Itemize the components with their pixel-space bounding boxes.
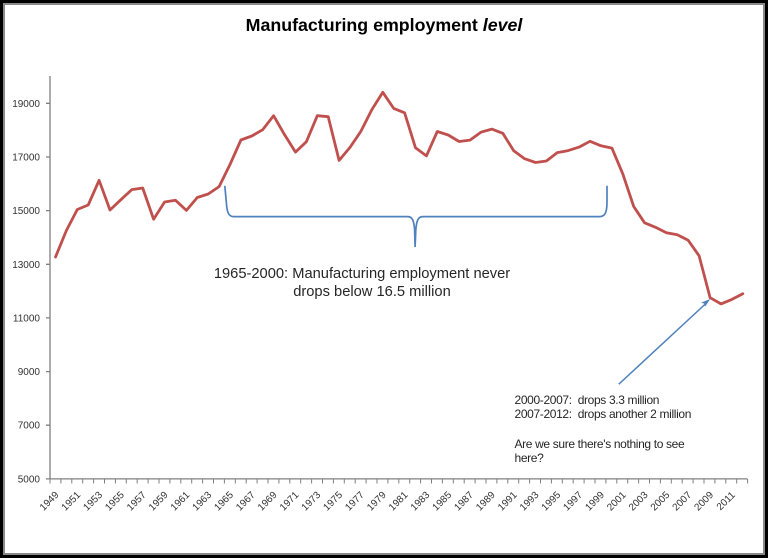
svg-text:2005: 2005 <box>649 490 673 514</box>
svg-text:1971: 1971 <box>278 490 302 514</box>
svg-text:1977: 1977 <box>343 490 367 514</box>
svg-text:1955: 1955 <box>103 490 127 514</box>
svg-text:1953: 1953 <box>82 490 106 514</box>
svg-text:17000: 17000 <box>12 153 40 164</box>
svg-text:1965: 1965 <box>212 490 236 514</box>
svg-text:1975: 1975 <box>322 490 346 514</box>
svg-text:2007: 2007 <box>671 490 695 514</box>
svg-text:2001: 2001 <box>605 490 629 514</box>
svg-text:11000: 11000 <box>13 313 41 324</box>
svg-text:1987: 1987 <box>452 490 476 514</box>
svg-text:1967: 1967 <box>234 490 258 514</box>
svg-text:1993: 1993 <box>518 490 542 514</box>
svg-text:1989: 1989 <box>474 490 498 514</box>
svg-text:1973: 1973 <box>300 490 324 514</box>
svg-text:1995: 1995 <box>540 490 564 514</box>
svg-text:2003: 2003 <box>627 490 651 514</box>
svg-text:13000: 13000 <box>12 260 40 271</box>
svg-text:1999: 1999 <box>583 490 607 514</box>
svg-text:1949: 1949 <box>38 490 62 514</box>
svg-text:1979: 1979 <box>365 490 389 514</box>
svg-text:15000: 15000 <box>12 206 40 217</box>
svg-text:1983: 1983 <box>409 490 433 514</box>
svg-text:1997: 1997 <box>562 490 586 514</box>
svg-text:7000: 7000 <box>18 421 41 432</box>
svg-text:1985: 1985 <box>431 490 455 514</box>
svg-text:5000: 5000 <box>18 474 41 485</box>
svg-text:9000: 9000 <box>18 367 41 378</box>
svg-text:1969: 1969 <box>256 490 280 514</box>
svg-text:1981: 1981 <box>387 490 411 514</box>
svg-text:1959: 1959 <box>147 490 171 514</box>
svg-text:1961: 1961 <box>169 490 193 514</box>
svg-text:2009: 2009 <box>693 490 717 514</box>
svg-text:1963: 1963 <box>191 490 215 514</box>
svg-text:2011: 2011 <box>715 490 738 513</box>
svg-text:1957: 1957 <box>125 490 149 514</box>
svg-text:1991: 1991 <box>496 490 520 514</box>
svg-text:1951: 1951 <box>60 490 84 514</box>
svg-text:19000: 19000 <box>12 99 40 110</box>
